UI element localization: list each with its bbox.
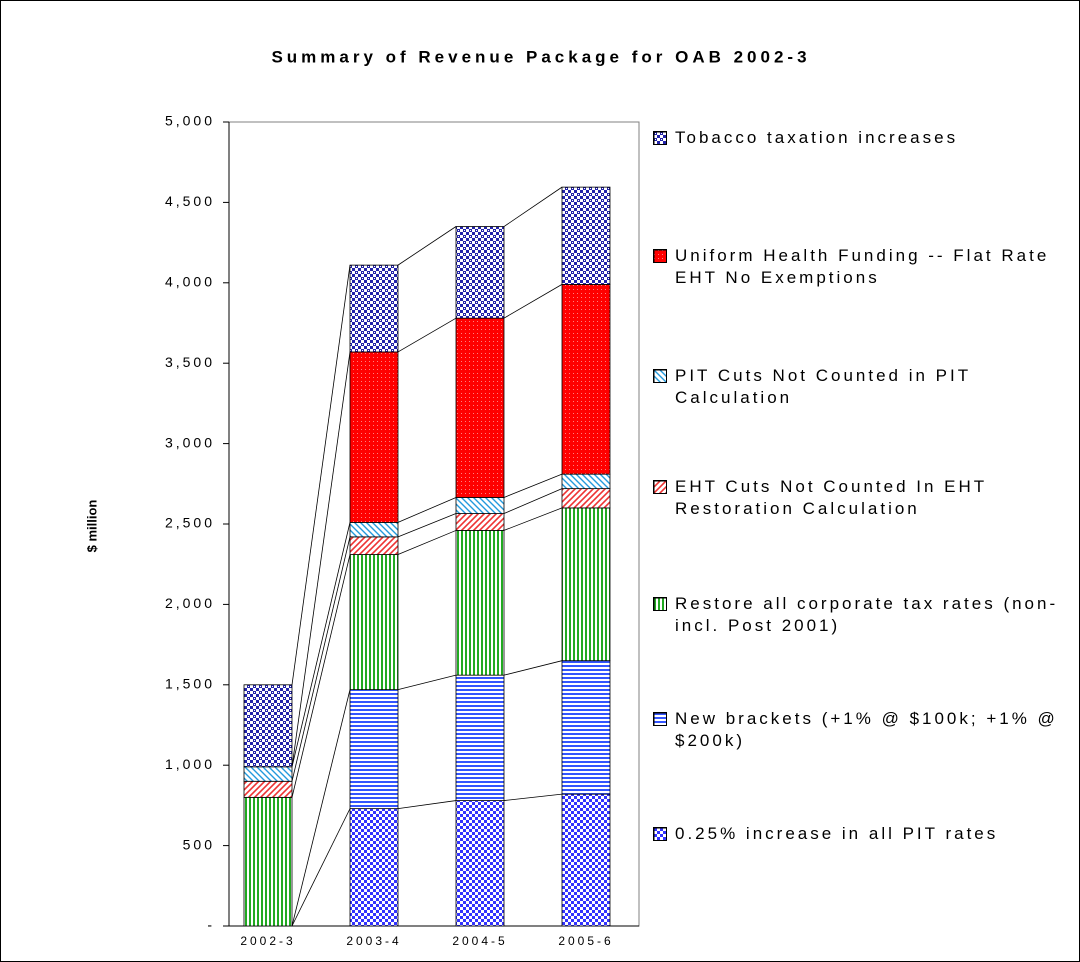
series-line bbox=[291, 351, 351, 767]
series-line bbox=[397, 530, 457, 555]
bar-segment bbox=[455, 317, 505, 498]
legend-swatch bbox=[653, 712, 667, 726]
bar-segment bbox=[561, 660, 611, 795]
bar-segment bbox=[243, 766, 293, 782]
bar-segment bbox=[243, 780, 293, 798]
legend-label: Uniform Health Funding -- Flat Rate EHT … bbox=[675, 246, 1050, 287]
y-axis-label: $ million bbox=[84, 500, 99, 553]
legend-label: New brackets (+1% @ $100k; +1% @ $200k) bbox=[675, 709, 1058, 750]
series-line bbox=[397, 317, 457, 353]
bar-segment bbox=[349, 264, 399, 353]
bar-segment bbox=[561, 793, 611, 927]
series-line bbox=[503, 793, 563, 801]
bar-segment bbox=[561, 488, 611, 509]
series-line bbox=[291, 265, 351, 685]
bar-segment bbox=[455, 513, 505, 531]
legend-swatch bbox=[653, 480, 667, 494]
legend-item: PIT Cuts Not Counted in PIT Calculation bbox=[653, 365, 1075, 409]
y-tick-label: 4,500 bbox=[165, 193, 215, 209]
legend-item: Tobacco taxation increases bbox=[653, 127, 1075, 149]
legend-swatch bbox=[653, 597, 667, 611]
bar-segment bbox=[243, 796, 293, 927]
bar-segment bbox=[349, 521, 399, 538]
bar-segment bbox=[561, 284, 611, 475]
series-line bbox=[291, 554, 351, 798]
legend-swatch bbox=[653, 827, 667, 841]
series-line bbox=[397, 226, 457, 266]
legend-item: EHT Cuts Not Counted In EHT Restoration … bbox=[653, 476, 1075, 520]
bar-segment bbox=[455, 530, 505, 676]
bar-segment bbox=[455, 800, 505, 927]
series-line bbox=[291, 808, 351, 927]
bar-segment bbox=[455, 497, 505, 514]
legend-label: 0.25% increase in all PIT rates bbox=[675, 824, 999, 843]
bar-segment bbox=[349, 689, 399, 810]
bar-segment bbox=[561, 473, 611, 490]
x-tick-label: 2005-6 bbox=[558, 934, 613, 948]
legend-swatch bbox=[653, 369, 667, 383]
series-line bbox=[291, 536, 351, 782]
y-tick-label: 1,500 bbox=[165, 676, 215, 692]
series-line bbox=[397, 513, 457, 538]
bar-segment bbox=[561, 507, 611, 662]
x-tick-label: 2004-5 bbox=[452, 934, 507, 948]
bar-segment bbox=[349, 351, 399, 523]
y-tick-label: 500 bbox=[183, 836, 215, 852]
y-tick-label: 1,000 bbox=[165, 756, 215, 772]
legend-label: Restore all corporate tax rates (non-inc… bbox=[675, 594, 1059, 635]
legend-item: 0.25% increase in all PIT rates bbox=[653, 823, 1075, 845]
bar-segment bbox=[349, 536, 399, 555]
bar-segment bbox=[561, 186, 611, 285]
legend-label: PIT Cuts Not Counted in PIT Calculation bbox=[675, 366, 971, 407]
legend-item: Uniform Health Funding -- Flat Rate EHT … bbox=[653, 245, 1075, 289]
legend-swatch bbox=[653, 131, 667, 145]
legend-item: Restore all corporate tax rates (non-inc… bbox=[653, 593, 1075, 637]
series-line bbox=[291, 689, 351, 927]
legend-item: New brackets (+1% @ $100k; +1% @ $200k) bbox=[653, 708, 1075, 752]
x-tick-label: 2003-4 bbox=[346, 934, 401, 948]
y-tick-label: 5,000 bbox=[165, 113, 215, 129]
y-tick-label: 3,500 bbox=[165, 354, 215, 370]
y-tick-label: - bbox=[207, 917, 215, 933]
bar-segment bbox=[349, 554, 399, 691]
series-line bbox=[503, 186, 563, 227]
series-line bbox=[503, 660, 563, 676]
bar-segment bbox=[243, 684, 293, 768]
series-line bbox=[503, 473, 563, 498]
legend-label: Tobacco taxation increases bbox=[675, 128, 959, 147]
chart-title: Summary of Revenue Package for OAB 2002-… bbox=[271, 47, 810, 66]
y-tick-label: 3,000 bbox=[165, 434, 215, 450]
legend-label: EHT Cuts Not Counted In EHT Restoration … bbox=[675, 477, 987, 518]
x-tick-label: 2002-3 bbox=[240, 934, 295, 948]
bar-segment bbox=[349, 808, 399, 927]
series-line bbox=[503, 507, 563, 531]
series-line bbox=[397, 497, 457, 523]
bar-segment bbox=[455, 226, 505, 319]
bar-segment bbox=[455, 674, 505, 801]
series-line bbox=[503, 284, 563, 319]
y-tick-label: 2,500 bbox=[165, 515, 215, 531]
y-tick-label: 2,000 bbox=[165, 595, 215, 611]
legend-swatch bbox=[653, 249, 667, 263]
series-line bbox=[291, 522, 351, 767]
series-line bbox=[397, 800, 457, 810]
series-line bbox=[397, 674, 457, 691]
y-tick-label: 4,000 bbox=[165, 274, 215, 290]
series-line bbox=[503, 488, 563, 514]
